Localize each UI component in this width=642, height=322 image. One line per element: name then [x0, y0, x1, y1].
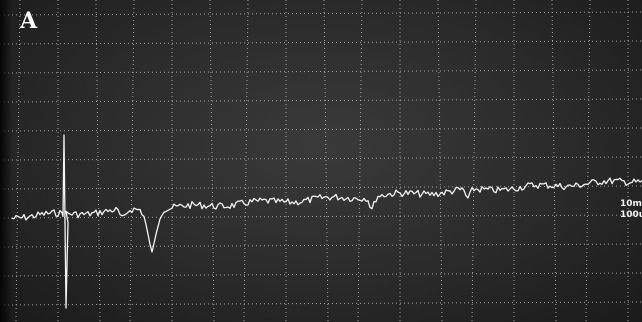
panel-label: A: [20, 8, 38, 34]
grid-line-vertical: [95, 0, 101, 322]
screen-bezel-edge: [0, 0, 12, 322]
grid-line-vertical: [471, 0, 477, 322]
scale-line-voltage: 10m: [620, 199, 642, 209]
scale-bar-text: 10m 100u: [620, 199, 642, 221]
grid-line-horizontal: [0, 301, 642, 306]
grid-line-horizontal: [0, 243, 642, 248]
grid-line-horizontal: [0, 98, 642, 103]
grid-line-horizontal: [0, 214, 642, 219]
grid-line-vertical: [129, 0, 135, 322]
ecg-trace: [11, 134, 642, 309]
grid-line-vertical: [15, 0, 21, 322]
grid-line-horizontal: [0, 69, 642, 74]
grid-line-vertical: [585, 0, 591, 322]
grid-line-horizontal: [0, 127, 642, 132]
grid-line-vertical: [243, 0, 249, 322]
grid-line-vertical: [357, 0, 363, 322]
grid-line-horizontal: [0, 40, 642, 45]
scale-line-time: 100u: [620, 210, 642, 220]
grid-line-vertical: [437, 0, 443, 322]
grid-line-horizontal: [0, 156, 642, 161]
grid-line-vertical: [209, 0, 215, 322]
grid-line-horizontal: [0, 185, 642, 190]
grid-line-vertical: [551, 0, 557, 322]
grid-line-horizontal: [0, 272, 642, 277]
grid-line-vertical: [323, 0, 329, 322]
